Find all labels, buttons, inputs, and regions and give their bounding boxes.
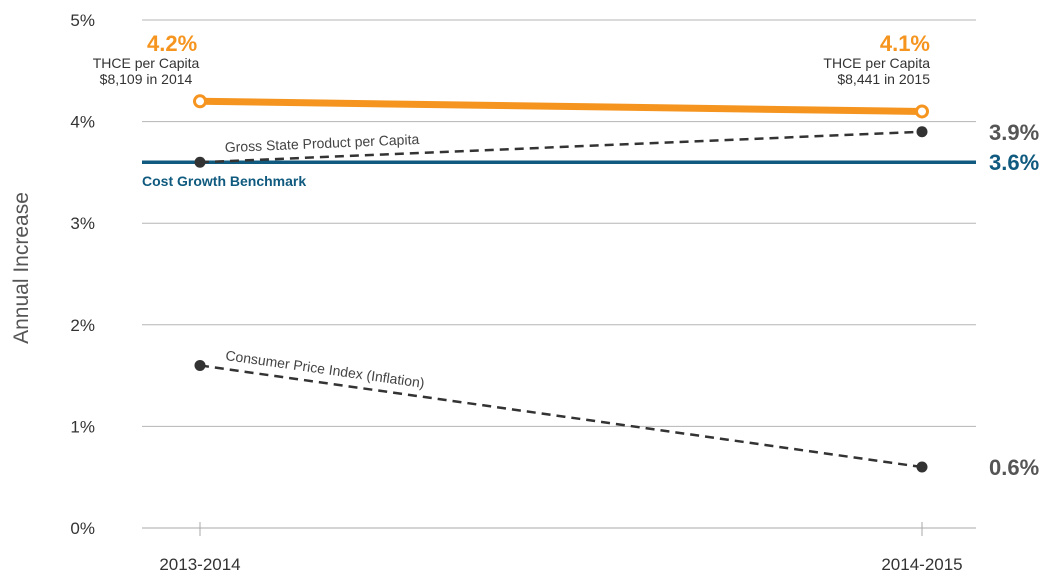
x-tick-label: 2013-2014 bbox=[159, 555, 240, 574]
annotation-line1: THCE per Capita bbox=[93, 55, 200, 71]
y-tick-label: 0% bbox=[70, 519, 95, 538]
benchmark-end-label: 3.6% bbox=[989, 150, 1039, 175]
data-point bbox=[915, 104, 929, 119]
data-point bbox=[193, 94, 207, 109]
y-tick-label: 4% bbox=[70, 113, 95, 132]
data-point bbox=[916, 126, 928, 138]
series-name-label: Consumer Price Index (Inflation) bbox=[225, 347, 426, 391]
annotation-line2: $8,109 in 2014 bbox=[100, 71, 193, 87]
data-label: 4.1% bbox=[880, 31, 930, 56]
benchmark-label: Cost Growth Benchmark bbox=[142, 173, 306, 189]
series-end-label: 3.9% bbox=[989, 120, 1039, 145]
series-name-label: Gross State Product per Capita bbox=[224, 131, 419, 155]
y-tick-labels: 0% 1% 2% 3% 4% 5% bbox=[70, 11, 95, 538]
annotation-line2: $8,441 in 2015 bbox=[837, 71, 930, 87]
data-point bbox=[194, 359, 206, 371]
y-axis-label: Annual Increase bbox=[10, 192, 33, 344]
y-tick-label: 5% bbox=[70, 11, 95, 30]
annotation-line1: THCE per Capita bbox=[823, 55, 930, 71]
data-point bbox=[194, 156, 206, 168]
gridlines bbox=[142, 19, 976, 529]
x-axis: 2013-2014 2014-2015 bbox=[159, 522, 963, 574]
x-tick-label: 2014-2015 bbox=[881, 555, 962, 574]
series-line-2 bbox=[199, 364, 923, 469]
chart-marks bbox=[142, 94, 976, 473]
data-point bbox=[916, 461, 928, 473]
y-tick-label: 1% bbox=[70, 417, 95, 436]
series-line-0 bbox=[196, 97, 926, 115]
series-end-label: 0.6% bbox=[989, 455, 1039, 480]
y-tick-label: 3% bbox=[70, 214, 95, 233]
data-label: 4.2% bbox=[147, 31, 197, 56]
y-tick-label: 2% bbox=[70, 316, 95, 335]
series-line-1 bbox=[199, 130, 923, 164]
